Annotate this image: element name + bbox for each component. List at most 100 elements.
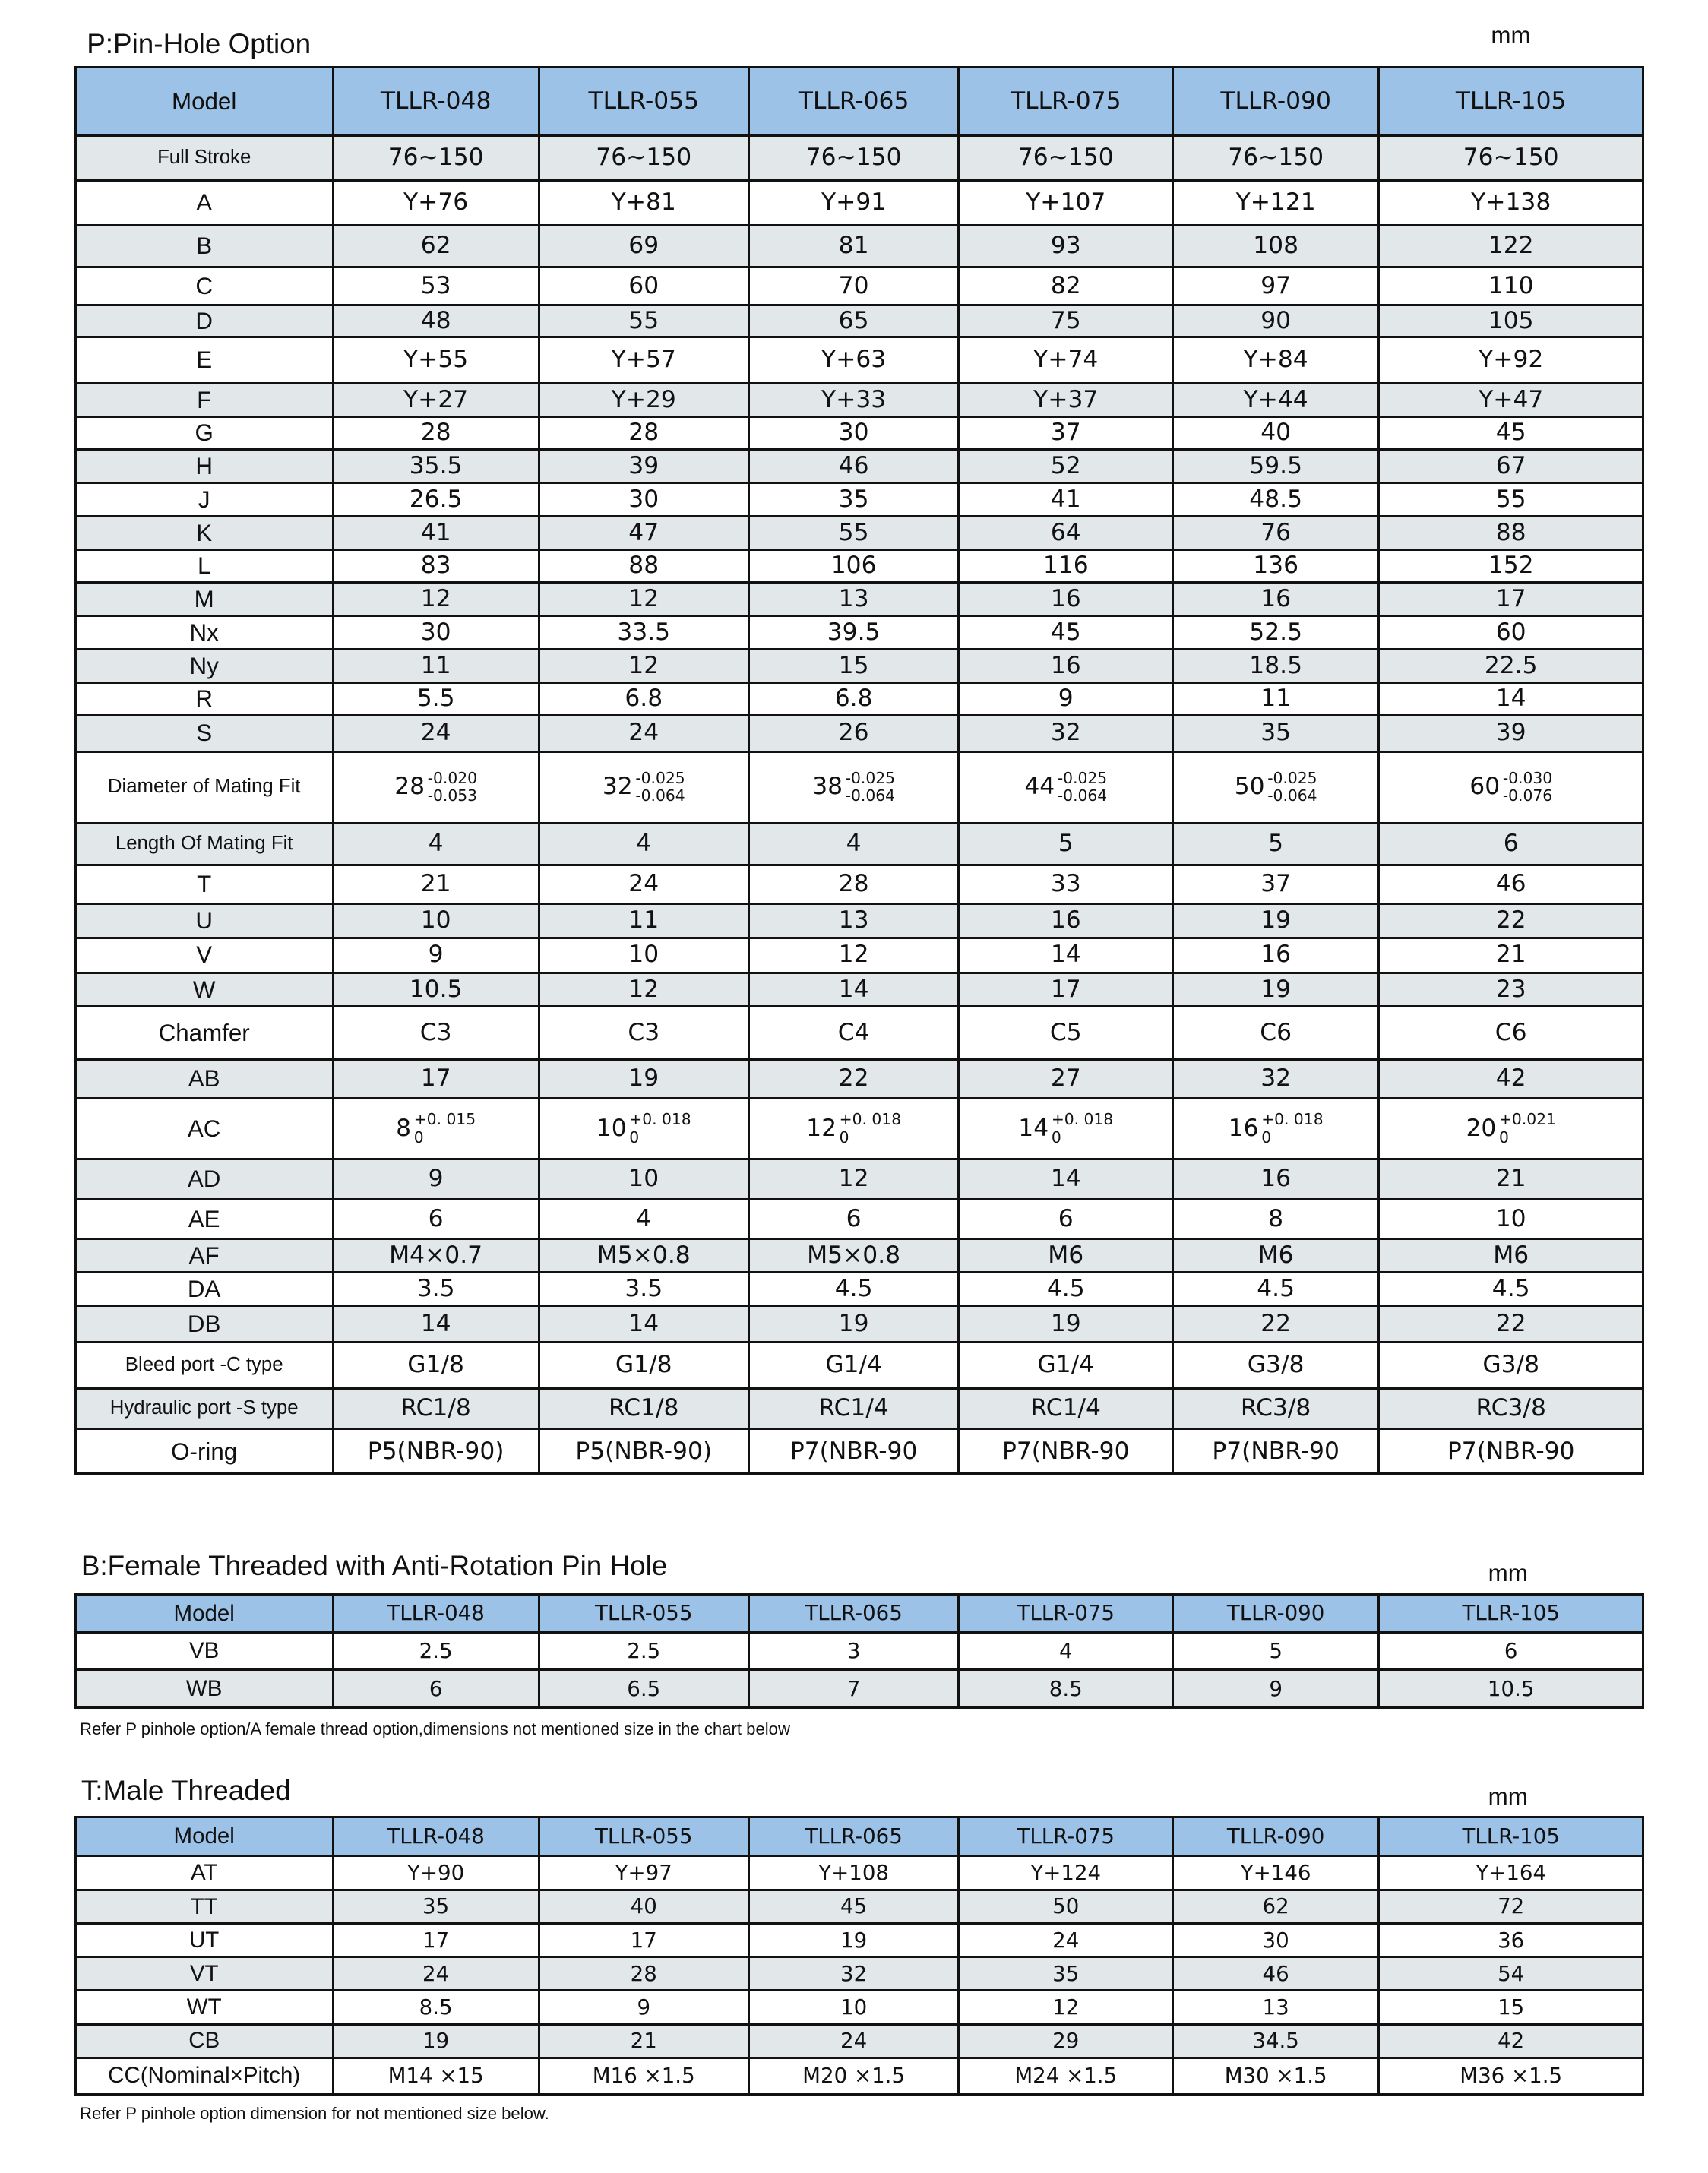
table-row: Hydraulic port -S type RC1/8 RC1/8 RC1/4 RC1… bbox=[74, 1387, 1645, 1431]
table-cell: M30 ×1.5 bbox=[1172, 2056, 1381, 2096]
table-cell: Y+84 bbox=[1172, 336, 1381, 384]
table-cell: 50 -0.025 -0.064 bbox=[1172, 750, 1381, 824]
table-cell: 32 bbox=[747, 1956, 960, 1992]
table-cell: 4.5 bbox=[1172, 1270, 1381, 1308]
table-cell: 90 bbox=[1172, 303, 1381, 339]
nominal: 8 bbox=[396, 1114, 412, 1142]
table-cell: M36 ×1.5 bbox=[1377, 2056, 1645, 2096]
table-cell: 19 bbox=[1172, 903, 1381, 939]
table-cell: 26.5 bbox=[331, 481, 540, 517]
table-cell: 24 bbox=[537, 713, 750, 753]
table-cell: 152 bbox=[1377, 549, 1645, 584]
table-cell: 59.5 bbox=[1172, 448, 1381, 484]
table-cell: Y+138 bbox=[1377, 179, 1645, 226]
table-cell: 52.5 bbox=[1172, 614, 1381, 651]
nominal: 38 bbox=[812, 773, 843, 801]
table-cell: 105 bbox=[1377, 303, 1645, 339]
row-label: DB bbox=[74, 1305, 334, 1343]
table-cell: 17 bbox=[331, 1922, 540, 1959]
table-cell: 32 bbox=[957, 713, 1175, 753]
lower-limit: 0 bbox=[1051, 1128, 1061, 1147]
table-row: O-ring P5(NBR-90) P5(NBR-90) P7(NBR-90 P7(NB… bbox=[74, 1428, 1645, 1476]
table-row: AD 9 10 12 14 16 21 bbox=[74, 1157, 1645, 1201]
nominal: 28 bbox=[394, 773, 425, 801]
table-row: TT 35 40 45 50 62 72 bbox=[74, 1888, 1645, 1925]
table-cell: 16 bbox=[957, 903, 1175, 939]
row-label: TT bbox=[74, 1888, 334, 1925]
row-label: W bbox=[74, 971, 334, 1007]
table-row: Length Of Mating Fit 4 4 4 5 5 6 bbox=[74, 821, 1645, 866]
table-cell: 24 bbox=[957, 1922, 1175, 1959]
table-cell: 21 bbox=[1377, 1157, 1645, 1201]
lower-limit: -0.064 bbox=[845, 786, 896, 805]
table-cell: 21 bbox=[537, 2023, 750, 2059]
table-cell: 6 bbox=[957, 1198, 1175, 1240]
table-cell: 12 bbox=[331, 580, 540, 617]
table-cell: Y+146 bbox=[1172, 1855, 1381, 1891]
table-cell: Y+97 bbox=[537, 1855, 750, 1891]
table-cell: 106 bbox=[747, 549, 960, 584]
table-cell: Y+37 bbox=[957, 381, 1175, 419]
table-cell: 116 bbox=[957, 549, 1175, 584]
table-row: AE 6 4 6 6 8 10 bbox=[74, 1198, 1645, 1240]
table-cell: 21 bbox=[331, 863, 540, 906]
table-cell: Y+81 bbox=[537, 179, 750, 226]
row-label: G bbox=[74, 416, 334, 451]
table-cell: 16 bbox=[957, 580, 1175, 617]
tolerance-value: 12 +0. 018 0 bbox=[806, 1111, 901, 1147]
header-model-name: TLLR-075 bbox=[957, 1593, 1175, 1634]
table-cell: 8 bbox=[1172, 1198, 1381, 1240]
table-cell: Y+44 bbox=[1172, 381, 1381, 419]
table-cell: 88 bbox=[1377, 515, 1645, 552]
table-cell: Y+29 bbox=[537, 381, 750, 419]
table-cell: Y+108 bbox=[747, 1855, 960, 1891]
table-cell: 62 bbox=[1172, 1888, 1381, 1925]
table-cell: 5 bbox=[1172, 1631, 1381, 1672]
table-row: A Y+76 Y+81 Y+91 Y+107 Y+121 Y+138 bbox=[74, 179, 1645, 226]
row-label: Full Stroke bbox=[74, 134, 334, 182]
row-label: L bbox=[74, 549, 334, 584]
table-row: VT 24 28 32 35 46 54 bbox=[74, 1956, 1645, 1992]
table-cell: RC1/4 bbox=[747, 1387, 960, 1431]
row-label: UT bbox=[74, 1922, 334, 1959]
table-cell: 35 bbox=[331, 1888, 540, 1925]
row-label: Ny bbox=[74, 648, 334, 685]
table-cell: 17 bbox=[1377, 580, 1645, 617]
table-cell: 12 bbox=[537, 971, 750, 1007]
header-model-name: TLLR-048 bbox=[331, 65, 540, 137]
table-cell: 46 bbox=[1172, 1956, 1381, 1992]
table-cell: 55 bbox=[537, 303, 750, 339]
lower-limit: 0 bbox=[1498, 1128, 1509, 1147]
table-cell: 10.5 bbox=[1377, 1668, 1645, 1710]
table-cell: 54 bbox=[1377, 1956, 1645, 1992]
table-row: E Y+55 Y+57 Y+63 Y+74 Y+84 Y+92 bbox=[74, 336, 1645, 384]
table-cell: 27 bbox=[957, 1058, 1175, 1100]
table-cell: P7(NBR-90 bbox=[1172, 1428, 1381, 1476]
table-cell: 14 bbox=[957, 1157, 1175, 1201]
row-label: H bbox=[74, 448, 334, 484]
table-cell: 82 bbox=[957, 266, 1175, 306]
table-cell: 93 bbox=[957, 223, 1175, 269]
table-cell: 19 bbox=[331, 2023, 540, 2059]
table-cell: 88 bbox=[537, 549, 750, 584]
table-cell: 37 bbox=[957, 416, 1175, 451]
row-label: E bbox=[74, 336, 334, 384]
table-cell: 2.5 bbox=[331, 1631, 540, 1672]
row-label: T bbox=[74, 863, 334, 906]
nominal: 10 bbox=[596, 1114, 627, 1142]
table-cell: 22 bbox=[1172, 1305, 1381, 1343]
table-cell: 4.5 bbox=[747, 1270, 960, 1308]
table-cell: 34.5 bbox=[1172, 2023, 1381, 2059]
table-cell: 11 bbox=[331, 648, 540, 685]
table-row: VB 2.5 2.5 3 4 5 6 bbox=[74, 1631, 1645, 1672]
table-cell: Y+57 bbox=[537, 336, 750, 384]
male-threaded-note: Refer P pinhole option dimension for not… bbox=[80, 2104, 549, 2124]
table-cell: 9 bbox=[331, 1157, 540, 1201]
tolerance-value: 32 -0.025 -0.064 bbox=[603, 769, 685, 805]
row-label: K bbox=[74, 515, 334, 552]
table-cell: 14 bbox=[331, 1305, 540, 1343]
table-cell: 23 bbox=[1377, 971, 1645, 1007]
tolerance-value: 28 -0.020 -0.053 bbox=[394, 769, 477, 805]
row-label: S bbox=[74, 713, 334, 753]
table-cell: 35 bbox=[747, 481, 960, 517]
